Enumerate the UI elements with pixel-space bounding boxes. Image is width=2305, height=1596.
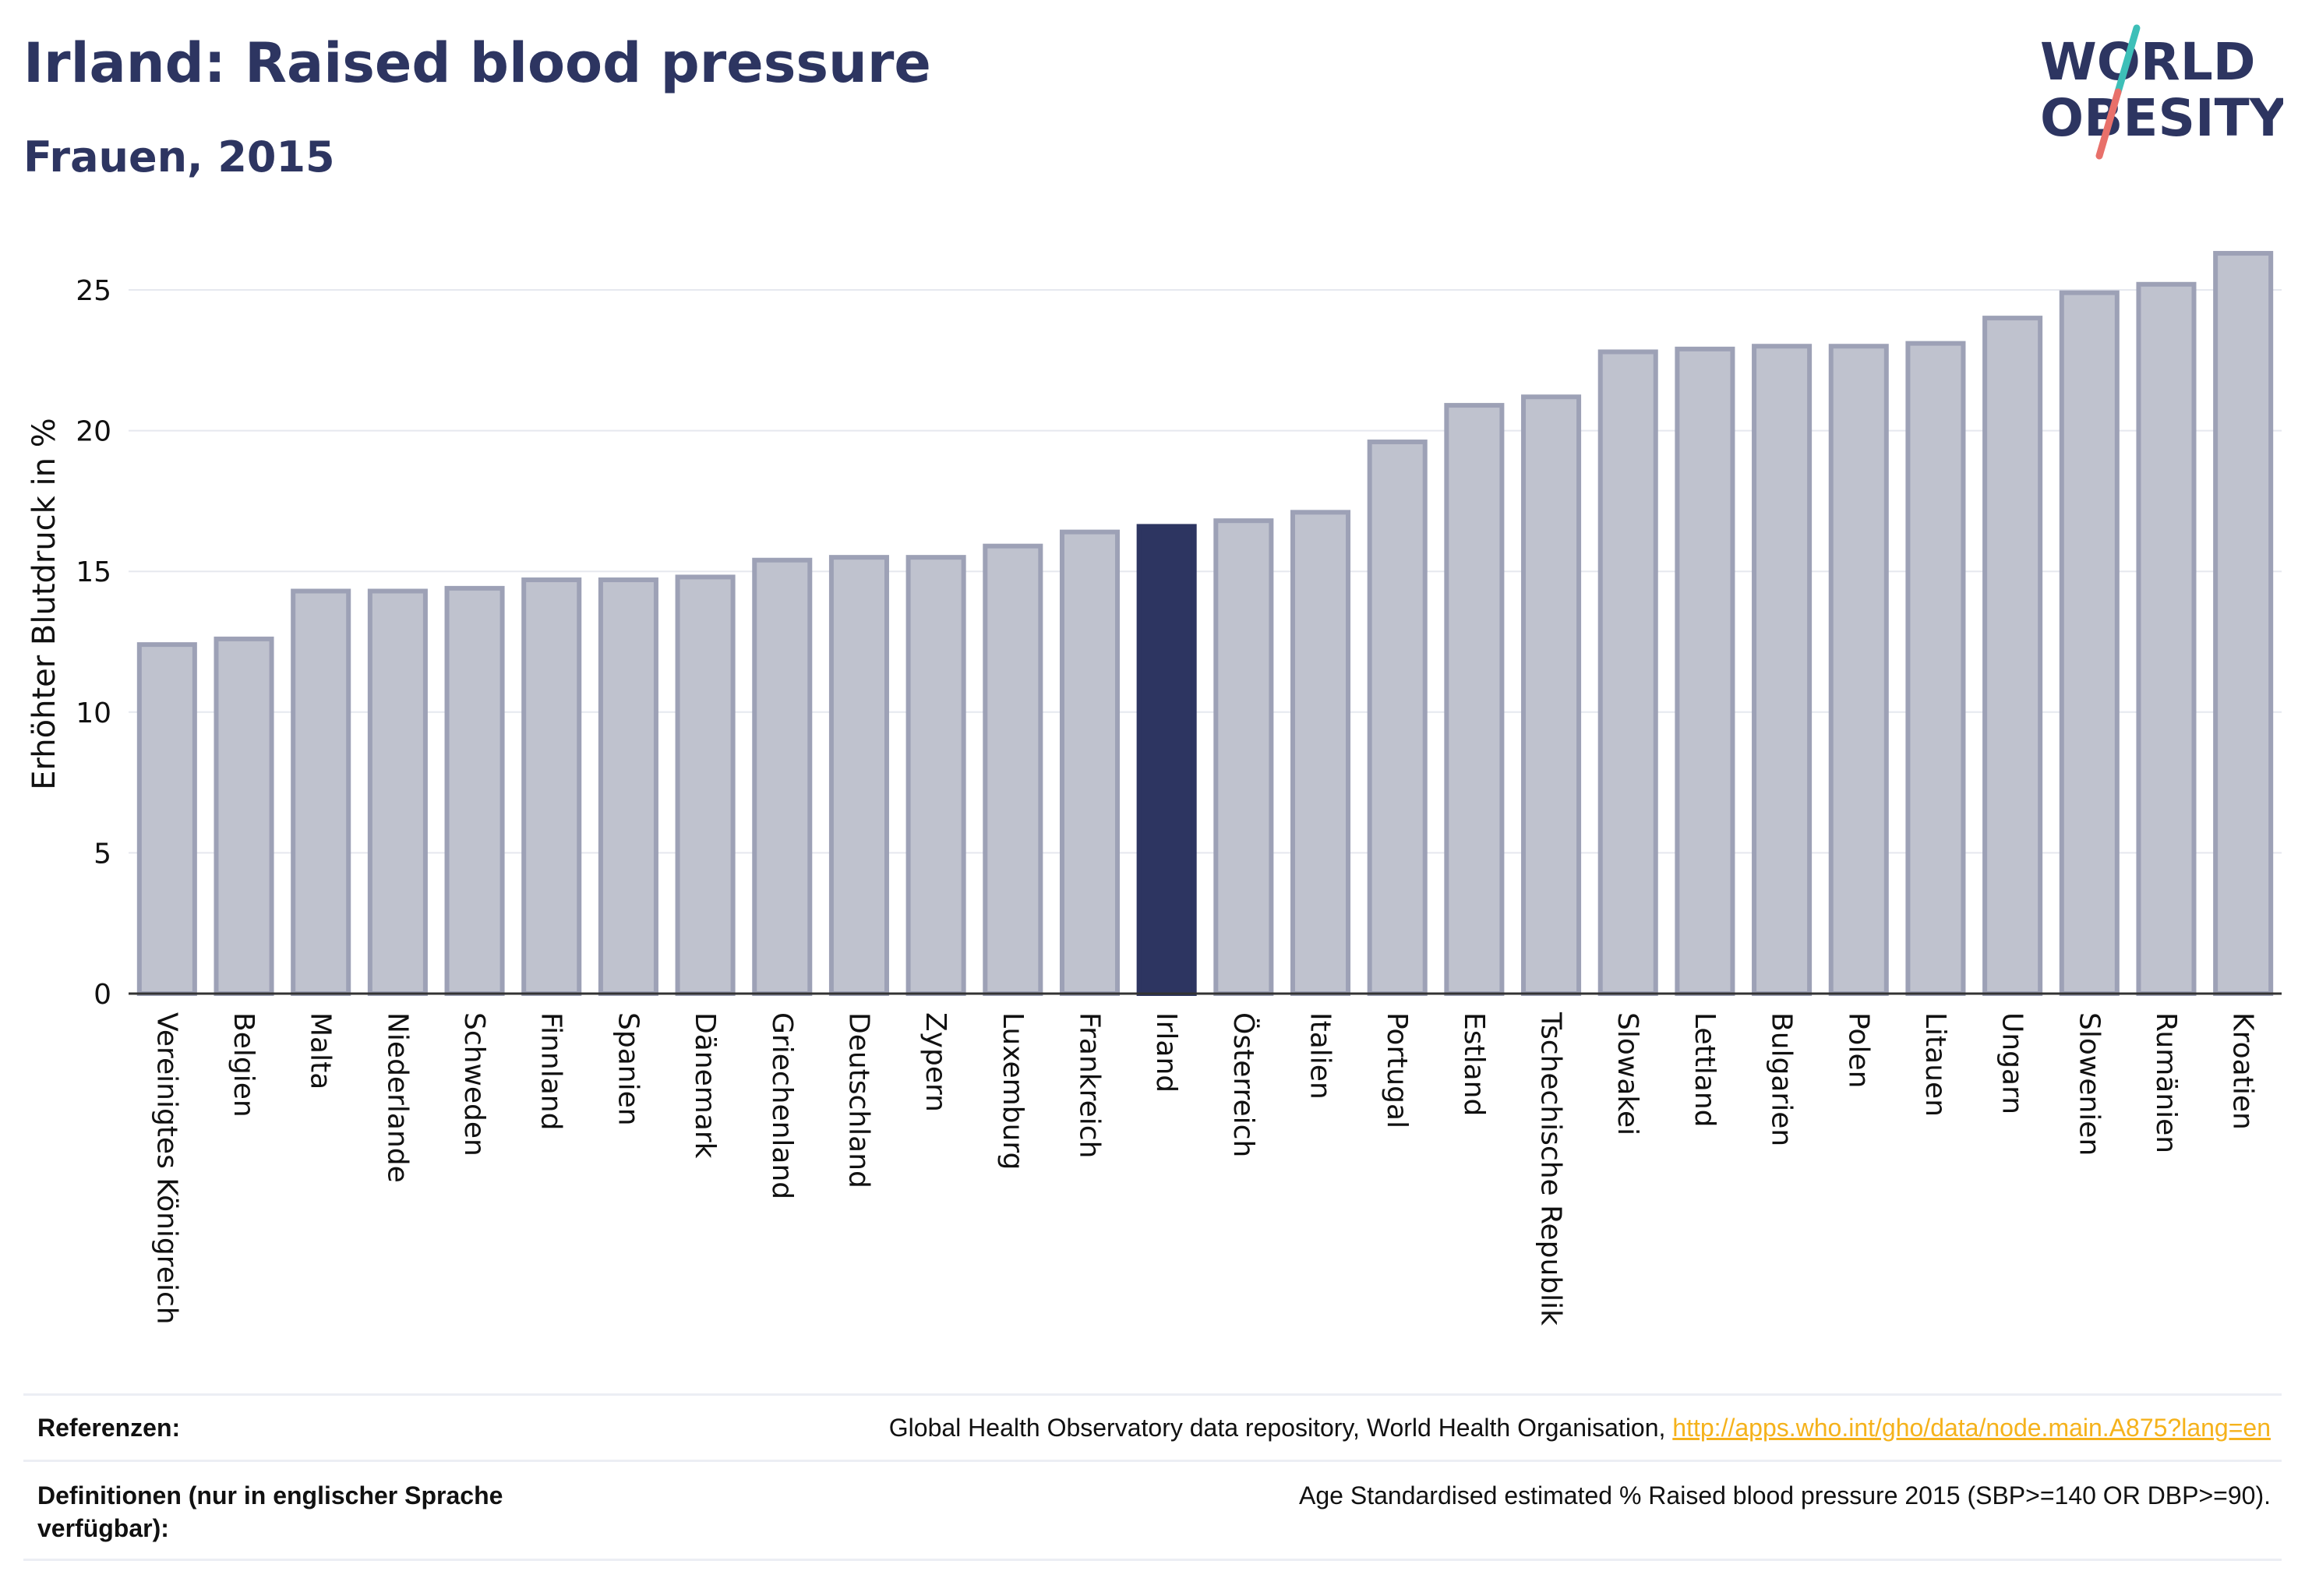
- bar-2: [214, 636, 274, 996]
- x-tick-label: Slowakei: [1611, 1012, 1643, 1135]
- chart-title: Irland: Raised blood pressure: [23, 31, 931, 95]
- bar-14: [1136, 524, 1197, 996]
- logo-slash-bottom: [2095, 88, 2122, 160]
- logo-line2: OBESITY: [2040, 88, 2283, 148]
- x-tick-label: Finnland: [535, 1012, 567, 1130]
- bar-27: [2136, 281, 2197, 996]
- y-tick-label: 10: [76, 697, 111, 729]
- y-tick-labels: 0 5 10 15 20 25: [76, 275, 111, 1011]
- bar-23: [1828, 344, 1889, 996]
- x-tick-label: Lettland: [1689, 1012, 1721, 1128]
- references-label: Referenzen:: [37, 1414, 181, 1442]
- x-tick-label: Vereinigtes Königreich: [150, 1012, 182, 1325]
- x-tick-label: Griechenland: [766, 1012, 798, 1199]
- x-tick-label: Kroatien: [2227, 1012, 2259, 1130]
- references-text: Global Health Observatory data repositor…: [888, 1414, 1673, 1442]
- bar-6: [521, 577, 582, 996]
- references-value: Global Health Observatory data repositor…: [889, 1411, 2271, 1444]
- references-link[interactable]: http://apps.who.int/gho/data/node.main.A…: [1672, 1414, 2271, 1442]
- x-tick-label: Spanien: [612, 1012, 644, 1126]
- bar-25: [1982, 316, 2043, 996]
- x-tick-label: Estland: [1458, 1012, 1490, 1116]
- x-tick-labels: Vereinigtes Königreich Belgien Malta Nieder…: [150, 1012, 2258, 1326]
- bar-12: [983, 543, 1043, 996]
- y-tick-label: 25: [76, 275, 111, 307]
- definitions-text: Age Standardised estimated % Raised bloo…: [1299, 1481, 2271, 1509]
- bar-19: [1521, 394, 1582, 997]
- bar-26: [2059, 290, 2120, 996]
- y-tick-label: 15: [76, 556, 111, 588]
- x-tick-label: Polen: [1842, 1012, 1874, 1088]
- references-row: Referenzen: Global Health Observatory da…: [23, 1393, 2282, 1460]
- x-tick-label: Belgien: [228, 1012, 259, 1118]
- bar-4: [367, 588, 428, 996]
- x-tick-label: Portugal: [1381, 1012, 1413, 1128]
- x-tick-label: Schweden: [458, 1012, 490, 1156]
- x-tick-label: Litauen: [1919, 1012, 1951, 1117]
- x-tick-label: Malta: [305, 1012, 337, 1089]
- y-tick-label: 5: [94, 838, 111, 870]
- bar-21: [1675, 346, 1735, 996]
- x-tick-label: Slowenien: [2073, 1012, 2105, 1156]
- bar-24: [1905, 341, 1966, 996]
- bar-7: [598, 577, 658, 996]
- x-tick-label: Niederlande: [381, 1012, 413, 1183]
- x-tick-label: Rumänien: [2150, 1012, 2182, 1153]
- world-obesity-logo: WORLD OBESITY: [2040, 24, 2283, 160]
- x-tick-label: Ungarn: [1996, 1012, 2028, 1114]
- y-axis-label: Erhöhter Blutdruck in %: [26, 418, 62, 789]
- bar-chart: 0 5 10 15 20 25 Vereinigtes Königreich Belgien…: [26, 251, 2282, 1326]
- bar-22: [1752, 344, 1813, 996]
- bar-9: [752, 557, 813, 996]
- bar-3: [291, 588, 351, 996]
- x-tick-label: Zypern: [920, 1012, 951, 1112]
- definitions-row: Definitionen (nur in englischer Sprache …: [23, 1460, 2282, 1561]
- x-tick-label: Frankreich: [1073, 1012, 1105, 1158]
- bars: [136, 251, 2274, 997]
- x-tick-label: Irland: [1150, 1012, 1182, 1093]
- chart-subtitle: Frauen, 2015: [23, 132, 335, 182]
- bar-8: [675, 574, 736, 996]
- definitions-label: Definitionen (nur in englischer Sprache …: [37, 1481, 503, 1542]
- bar-13: [1059, 529, 1121, 996]
- x-tick-label: Dänemark: [689, 1012, 721, 1159]
- bar-16: [1290, 510, 1351, 996]
- bar-28: [2213, 251, 2274, 996]
- bar-18: [1444, 403, 1505, 996]
- bar-1: [136, 642, 197, 996]
- bar-20: [1597, 349, 1658, 996]
- bar-10: [828, 555, 889, 996]
- reference-table: Referenzen: Global Health Observatory da…: [23, 1393, 2282, 1561]
- bar-5: [444, 585, 505, 996]
- logo-line1: WORLD: [2040, 32, 2256, 92]
- bar-15: [1213, 518, 1274, 996]
- bar-11: [905, 555, 966, 996]
- x-tick-label: Bulgarien: [1766, 1012, 1798, 1146]
- x-tick-label: Tschechische Republik: [1535, 1012, 1567, 1326]
- x-tick-label: Luxemburg: [997, 1012, 1029, 1170]
- y-tick-label: 0: [94, 979, 111, 1011]
- y-tick-label: 20: [76, 416, 111, 448]
- bar-17: [1367, 440, 1428, 996]
- logo-slash-top: [2114, 24, 2141, 96]
- x-tick-label: Deutschland: [842, 1012, 874, 1188]
- x-tick-label: Italien: [1304, 1012, 1336, 1100]
- x-tick-label: Österreich: [1227, 1012, 1260, 1157]
